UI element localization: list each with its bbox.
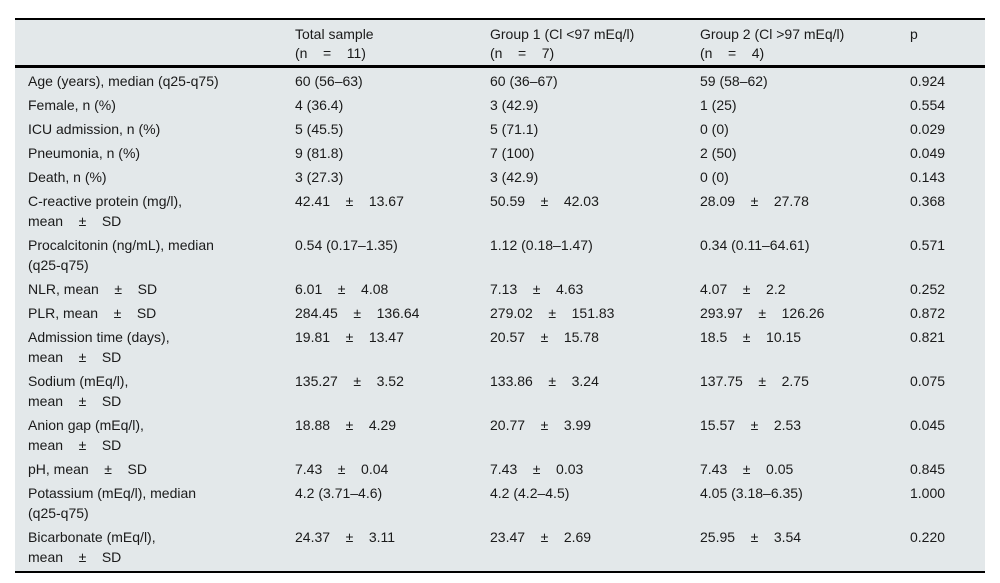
group2-cell: 0 (0) <box>700 169 729 185</box>
col-header-variable <box>15 19 282 68</box>
group1-cell: 7.43 ± 0.03 <box>490 461 584 477</box>
table-row-ph: pH, mean ± SD 7.43 ± 0.04 7.43 ± 0.03 7.… <box>15 457 985 481</box>
p-value-cell: 1.000 <box>910 485 946 501</box>
total-sample-cell: 284.45 ± 136.64 <box>295 305 420 321</box>
row-label: Sodium (mEq/l), mean ± SD <box>28 373 129 409</box>
table-row-procalcitonin: Procalcitonin (ng/mL), median (q25-q75) … <box>15 233 985 277</box>
row-label: PLR, mean ± SD <box>28 305 157 321</box>
group1-cell: 3 (42.9) <box>490 169 539 185</box>
row-label: Anion gap (mEq/l), mean ± SD <box>28 417 144 453</box>
p-value-cell: 0.821 <box>910 329 946 345</box>
p-value-cell: 0.049 <box>910 145 946 161</box>
total-sample-cell: 4 (36.4) <box>295 97 344 113</box>
group1-cell: 50.59 ± 42.03 <box>490 193 599 209</box>
p-value-cell: 0.872 <box>910 305 946 321</box>
group1-cell: 20.57 ± 15.78 <box>490 329 599 345</box>
table-row-potassium: Potassium (mEq/l), median (q25-q75) 4.2 … <box>15 481 985 525</box>
row-label: C-reactive protein (mg/l), mean ± SD <box>28 193 183 229</box>
total-sample-cell: 9 (81.8) <box>295 145 344 161</box>
total-sample-cell: 7.43 ± 0.04 <box>295 461 389 477</box>
group1-cell: 133.86 ± 3.24 <box>490 373 599 389</box>
p-value-cell: 0.845 <box>910 461 946 477</box>
group1-cell: 60 (36–67) <box>490 73 558 89</box>
row-label: Age (years), median (q25-q75) <box>28 73 219 89</box>
row-label: Procalcitonin (ng/mL), median (q25-q75) <box>28 237 214 273</box>
group2-cell: 2 (50) <box>700 145 737 161</box>
total-sample-cell: 24.37 ± 3.11 <box>295 529 396 545</box>
group1-cell: 20.77 ± 3.99 <box>490 417 592 433</box>
group2-cell: 0 (0) <box>700 121 729 137</box>
row-label: Potassium (mEq/l), median (q25-q75) <box>28 485 197 521</box>
group2-cell: 15.57 ± 2.53 <box>700 417 802 433</box>
group1-cell: 7.13 ± 4.63 <box>490 281 584 297</box>
col-header-group1: Group 1 (Cl <97 mEq/l) (n = 7) <box>477 19 687 68</box>
row-label: Admission time (days), mean ± SD <box>28 329 170 365</box>
total-sample-cell: 60 (56–63) <box>295 73 363 89</box>
p-value-cell: 0.220 <box>910 529 946 545</box>
table-header-row: Total sample (n = 11) Group 1 (Cl <97 mE… <box>15 19 985 68</box>
group1-cell: 23.47 ± 2.69 <box>490 529 592 545</box>
p-value-cell: 0.924 <box>910 73 946 89</box>
group2-cell: 18.5 ± 10.15 <box>700 329 802 345</box>
table-row-age: Age (years), median (q25-q75) 60 (56–63)… <box>15 67 985 94</box>
table-row-female: Female, n (%) 4 (36.4) 3 (42.9) 1 (25) 0… <box>15 93 985 117</box>
p-value-cell: 0.143 <box>910 169 946 185</box>
group2-cell: 0.34 (0.11–64.61) <box>700 237 810 253</box>
p-value-cell: 0.045 <box>910 417 946 433</box>
group2-cell: 59 (58–62) <box>700 73 768 89</box>
total-sample-cell: 6.01 ± 4.08 <box>295 281 389 297</box>
group1-cell: 279.02 ± 151.83 <box>490 305 615 321</box>
col-header-total-sample: Total sample (n = 11) <box>282 19 477 68</box>
group1-cell: 5 (71.1) <box>490 121 539 137</box>
table-row-anion-gap: Anion gap (mEq/l), mean ± SD 18.88 ± 4.2… <box>15 413 985 457</box>
group2-cell: 137.75 ± 2.75 <box>700 373 809 389</box>
p-value-cell: 0.075 <box>910 373 946 389</box>
table-row-nlr: NLR, mean ± SD 6.01 ± 4.08 7.13 ± 4.63 4… <box>15 277 985 301</box>
total-sample-cell: 19.81 ± 13.47 <box>295 329 404 345</box>
group2-cell: 293.97 ± 126.26 <box>700 305 825 321</box>
table-row-plr: PLR, mean ± SD 284.45 ± 136.64 279.02 ± … <box>15 301 985 325</box>
table-row-pneumonia: Pneumonia, n (%) 9 (81.8) 7 (100) 2 (50)… <box>15 141 985 165</box>
row-label: pH, mean ± SD <box>28 461 147 477</box>
total-sample-cell: 42.41 ± 13.67 <box>295 193 404 209</box>
group1-cell: 3 (42.9) <box>490 97 539 113</box>
group2-cell: 28.09 ± 27.78 <box>700 193 809 209</box>
group1-cell: 1.12 (0.18–1.47) <box>490 237 593 253</box>
total-sample-cell: 3 (27.3) <box>295 169 344 185</box>
total-sample-cell: 4.2 (3.71–4.6) <box>295 485 383 501</box>
group2-cell: 25.95 ± 3.54 <box>700 529 802 545</box>
col-header-p-value: p <box>897 19 985 68</box>
group2-cell: 1 (25) <box>700 97 737 113</box>
group2-cell: 4.07 ± 2.2 <box>700 281 786 297</box>
row-label: ICU admission, n (%) <box>28 121 161 137</box>
group1-cell: 4.2 (4.2–4.5) <box>490 485 570 501</box>
col-header-group2: Group 2 (Cl >97 mEq/l) (n = 4) <box>687 19 897 68</box>
table-row-bicarbonate: Bicarbonate (mEq/l), mean ± SD 24.37 ± 3… <box>15 525 985 572</box>
table-row-sodium: Sodium (mEq/l), mean ± SD 135.27 ± 3.52 … <box>15 369 985 413</box>
total-sample-cell: 0.54 (0.17–1.35) <box>295 237 398 253</box>
table-row-death: Death, n (%) 3 (27.3) 3 (42.9) 0 (0) 0.1… <box>15 165 985 189</box>
total-sample-cell: 135.27 ± 3.52 <box>295 373 404 389</box>
p-value-cell: 0.571 <box>910 237 946 253</box>
p-value-cell: 0.029 <box>910 121 946 137</box>
group2-cell: 7.43 ± 0.05 <box>700 461 794 477</box>
total-sample-cell: 18.88 ± 4.29 <box>295 417 397 433</box>
total-sample-cell: 5 (45.5) <box>295 121 344 137</box>
table-row-icu-admission: ICU admission, n (%) 5 (45.5) 5 (71.1) 0… <box>15 117 985 141</box>
row-label: NLR, mean ± SD <box>28 281 158 297</box>
statistics-table: Total sample (n = 11) Group 1 (Cl <97 mE… <box>15 18 985 573</box>
row-label: Female, n (%) <box>28 97 116 113</box>
group2-cell: 4.05 (3.18–6.35) <box>700 485 803 501</box>
group1-cell: 7 (100) <box>490 145 535 161</box>
row-label: Bicarbonate (mEq/l), mean ± SD <box>28 529 156 565</box>
row-label: Pneumonia, n (%) <box>28 145 141 161</box>
row-label: Death, n (%) <box>28 169 107 185</box>
p-value-cell: 0.252 <box>910 281 946 297</box>
table-container: Total sample (n = 11) Group 1 (Cl <97 mE… <box>15 18 985 573</box>
p-value-cell: 0.554 <box>910 97 946 113</box>
table-row-admission-time: Admission time (days), mean ± SD 19.81 ±… <box>15 325 985 369</box>
table-row-c-reactive-protein: C-reactive protein (mg/l), mean ± SD 42.… <box>15 189 985 233</box>
p-value-cell: 0.368 <box>910 193 946 209</box>
